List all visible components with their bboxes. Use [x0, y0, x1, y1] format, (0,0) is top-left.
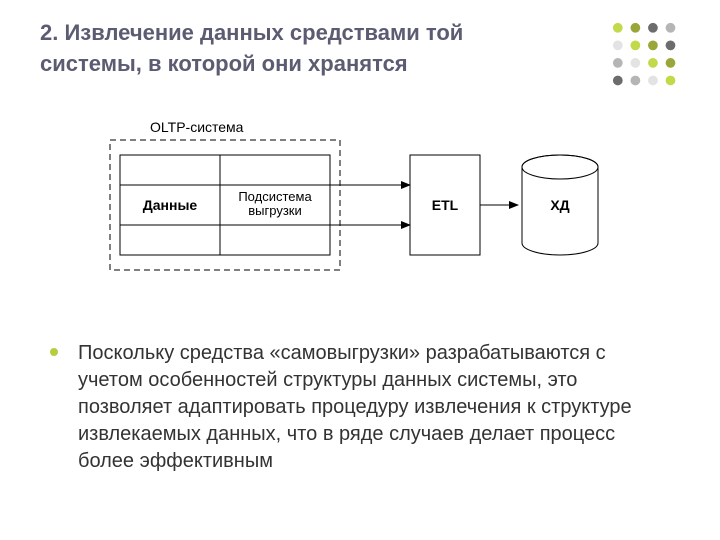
- bullet-list: Поскольку средства «самовыгрузки» разраб…: [50, 340, 670, 475]
- slide-title: 2. Извлечение данных средствами той сист…: [40, 18, 540, 80]
- list-item: Поскольку средства «самовыгрузки» разраб…: [50, 340, 670, 475]
- dw-cylinder-label: ХД: [550, 197, 569, 213]
- etl-box-label: ETL: [432, 197, 459, 213]
- oltp-caption: OLTP-система: [150, 119, 244, 135]
- export-box-label: Подсистемавыгрузки: [238, 189, 312, 218]
- architecture-diagram: OLTP-система Данные Подсистемавыгрузки ETL Х…: [100, 110, 620, 300]
- corner-decoration: [610, 20, 690, 100]
- data-box-label: Данные: [143, 197, 198, 213]
